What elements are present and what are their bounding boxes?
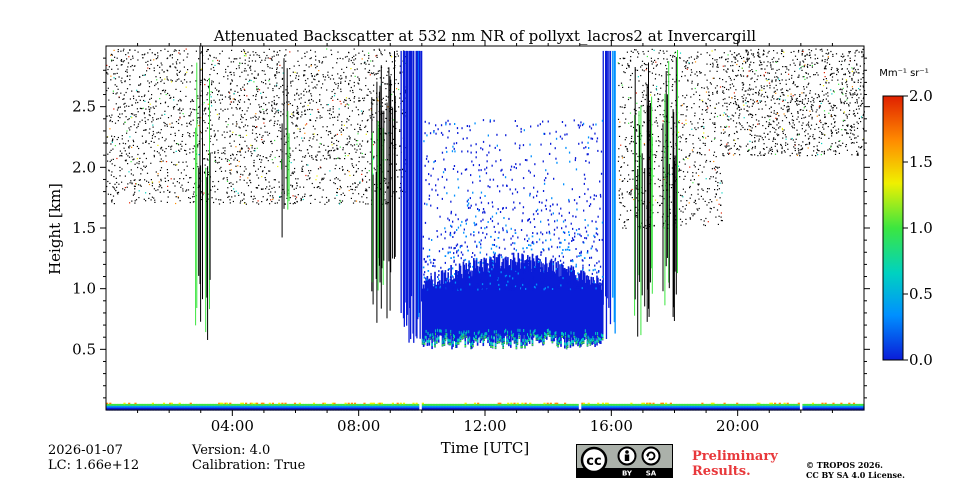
colorbar-tick-label: 1.0 [909,219,933,237]
copyright-note: © TROPOS 2026. CC BY SA 4.0 License. [806,460,905,480]
plot-area [105,45,866,411]
y-tick-label: 0.5 [72,340,96,358]
x-tick-label: 12:00 [463,417,506,435]
preliminary-line-1: Preliminary [692,449,778,464]
preliminary-line-2: Results. [692,464,751,479]
y-tick-label: 1.0 [72,280,96,298]
footer-calibration: Calibration: True [192,458,306,473]
cc-sa-icon [641,446,661,466]
copyright-line-2: CC BY SA 4.0 License. [806,470,905,480]
x-axis-label: Time [UTC] [441,439,530,457]
footer-date: 2026-01-07 [48,443,123,458]
preliminary-results-note: Preliminary Results. [692,449,778,479]
colorbar: Mm⁻¹ sr⁻¹ 0.0 0.5 1.0 1.5 2.0 [879,68,933,369]
cc-license-badge: cc BY SA [576,444,673,478]
y-axis-label: Height [km] [46,183,64,275]
x-axis: 04:00 08:00 12:00 16:00 20:00 [137,40,833,435]
colorbar-tick-label: 2.0 [909,87,933,105]
colorbar-tick-label: 0.0 [909,351,933,369]
y-tick-label: 2.0 [72,158,96,176]
colorbar-ticks: 0.0 0.5 1.0 1.5 2.0 [903,87,933,369]
colorbar-gradient [882,95,904,361]
copyright-line-1: © TROPOS 2026. [806,460,883,470]
x-tick-label: 20:00 [716,417,759,435]
backscatter-data-layer [106,46,866,411]
y-axis: 0.5 1.0 1.5 2.0 2.5 [72,57,870,399]
cc-sa-label: SA [646,470,657,478]
x-tick-label: 16:00 [590,417,633,435]
footer-version: Version: 4.0 [192,443,271,458]
x-tick-label: 08:00 [337,417,380,435]
chart-title: Attenuated Backscatter at 532 nm NR of p… [213,27,756,45]
y-tick-label: 2.5 [72,98,96,116]
x-tick-label: 04:00 [211,417,254,435]
cc-by-label: BY [622,470,633,478]
colorbar-tick-label: 1.5 [909,153,933,171]
footer-lidar-constant: LC: 1.66e+12 [48,458,140,473]
colorbar-tick-label: 0.5 [909,285,933,303]
y-tick-label: 1.5 [72,219,96,237]
colorbar-unit-label: Mm⁻¹ sr⁻¹ [879,68,928,79]
cc-logo-text: cc [586,454,601,469]
